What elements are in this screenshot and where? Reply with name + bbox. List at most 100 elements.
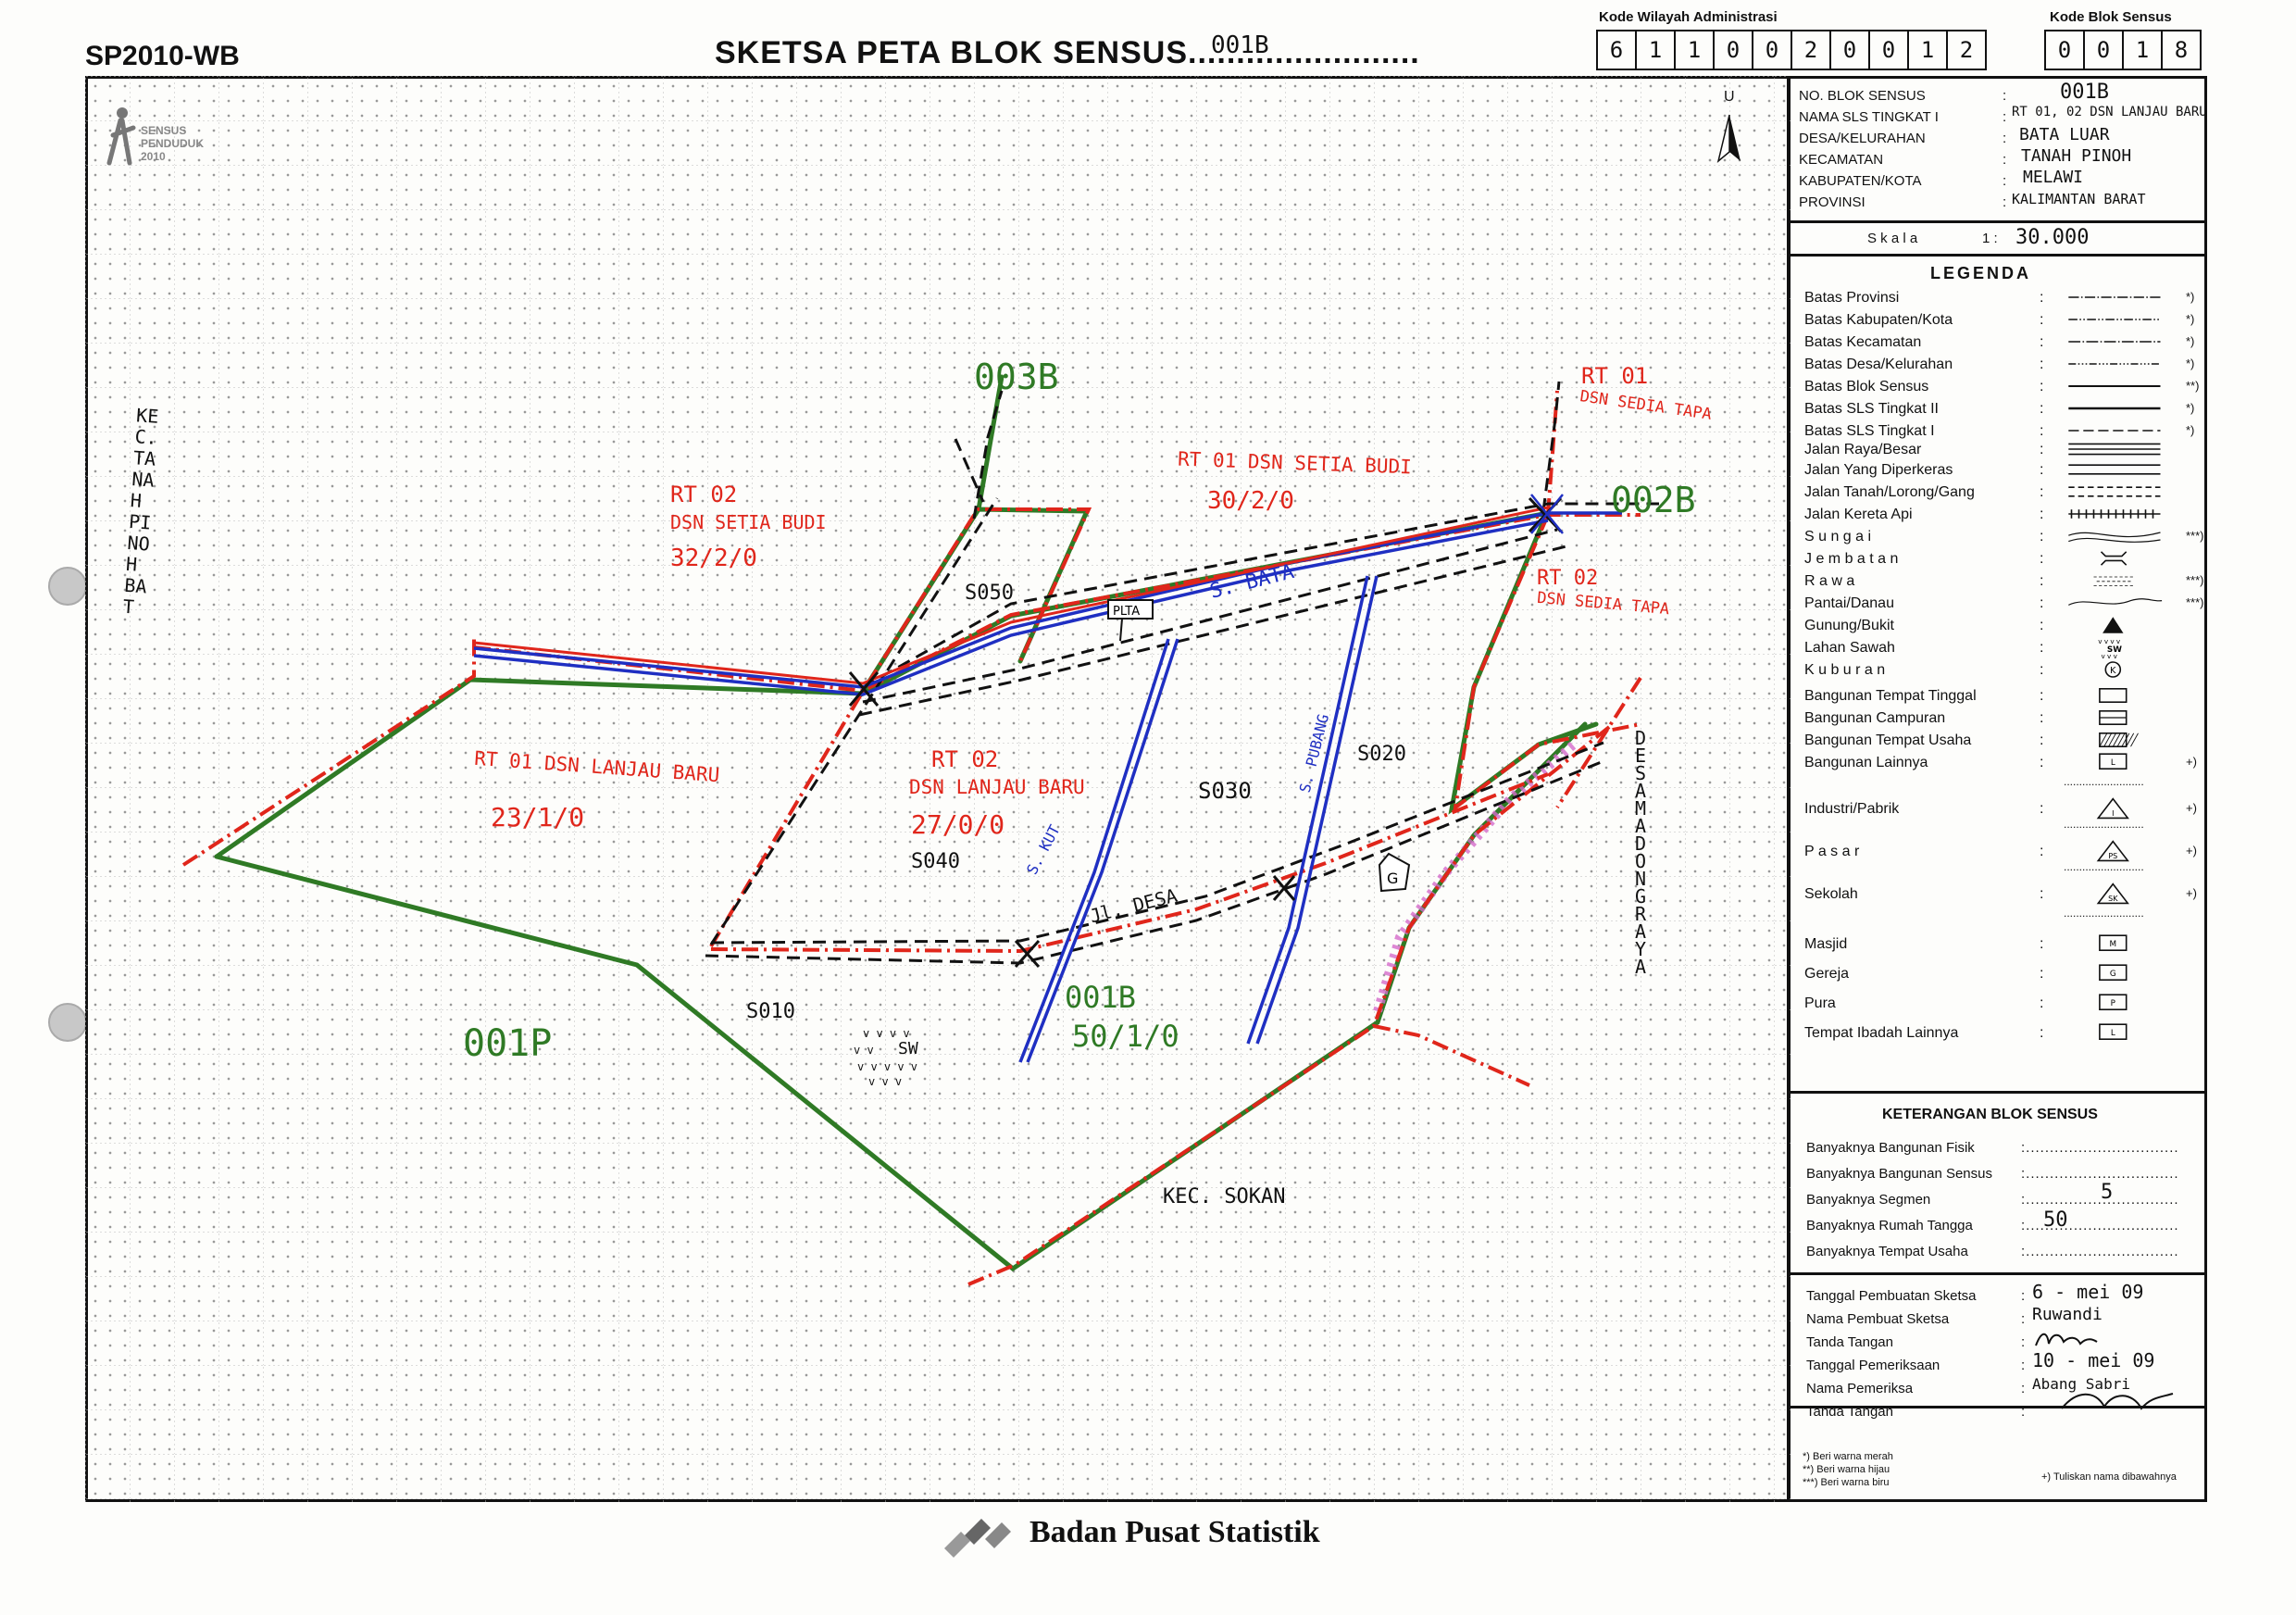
legend-colon: : [2040, 1025, 2044, 1041]
svg-text:SW: SW [2107, 645, 2122, 655]
north-label: U [1724, 89, 1735, 105]
keterangan-dots: :................................ [2021, 1140, 2179, 1156]
legend-note: +) [2186, 886, 2197, 900]
kode-blok-digit: 0 [2046, 31, 2085, 69]
legend-colon: : [2040, 640, 2044, 656]
bps-logo-icon [944, 1519, 1011, 1558]
gereja-icon: G [1378, 852, 1411, 893]
legend-symbol-rect-M: M [2099, 934, 2128, 951]
road-top-right [1541, 381, 1561, 512]
legend-colon: : [2040, 595, 2044, 611]
legend-symbol-line-solid [2068, 385, 2161, 387]
red-boundary-south [967, 722, 1615, 1286]
svg-text:SK: SK [2108, 895, 2118, 903]
keterangan-dots: :................................ [2021, 1166, 2179, 1182]
legend-symbol-swamp [2093, 576, 2134, 586]
map-label-002b: 002B [1611, 480, 1696, 520]
pembuatan-colon: : [2021, 1358, 2026, 1373]
legend-colon: : [2040, 573, 2044, 589]
legend-name-line: .......................... [2064, 818, 2144, 831]
legend-item-label: Batas Desa/Kelurahan [1804, 357, 1953, 372]
pembuatan-colon: : [2021, 1288, 2026, 1304]
sawah-label: SW [898, 1039, 918, 1058]
legend-note: *) [2186, 312, 2195, 326]
info-value-provinsi: KALIMANTAN BARAT [2012, 191, 2146, 207]
svg-text:v v v v: v v v v [863, 1027, 910, 1040]
info-label: DESA/KELURAHAN [1799, 131, 1926, 146]
legend-symbol-box-split [2099, 710, 2128, 725]
legend-colon: : [2040, 995, 2044, 1011]
kode-blok-digit: 0 [2085, 31, 2124, 69]
legend-item-label: Batas Blok Sensus [1804, 379, 1929, 394]
map-label-001b: 001B [1065, 980, 1137, 1015]
river-bata-2 [473, 519, 1549, 696]
legend-symbol-lake [2068, 598, 2163, 606]
sensus-logo-line1: SENSUS [141, 124, 187, 137]
sensus-logo-line3: 2010 [141, 150, 166, 163]
kode-wilayah-boxes: 6 1 1 0 0 2 0 0 1 2 [1596, 30, 1987, 70]
keterangan-ruta: 50 [2043, 1208, 2068, 1232]
legend-symbol-line-dashdot [2068, 296, 2161, 298]
legend-symbol-box-L: L [2099, 753, 2128, 770]
legend-colon: : [2040, 966, 2044, 982]
map-label-001b-count: 50/1/0 [1072, 1019, 1179, 1054]
junction-marks-blue [1530, 494, 1564, 534]
keterangan-title: KETERANGAN BLOK SENSUS [1882, 1107, 2098, 1122]
kode-wilayah-digit: 1 [1676, 31, 1715, 69]
legend-colon: : [2040, 312, 2044, 328]
legend-note: *) [2186, 357, 2195, 370]
pembuatan-colon: : [2021, 1334, 2026, 1350]
footnote-4: +) Tuliskan nama dibawahnya [2041, 1471, 2177, 1483]
form-title-dots: ........................ [1188, 35, 1420, 70]
scale-label: S k a l a [1867, 231, 1918, 246]
footnote-2: **) Beri warna hijau [1803, 1464, 1890, 1475]
kode-blok-digit: 1 [2124, 31, 2163, 69]
rivers [473, 511, 1622, 1063]
legend-colon: : [2040, 710, 2044, 726]
road-north-003b [972, 390, 1004, 520]
legend-item-label: Batas Kabupaten/Kota [1804, 312, 1953, 328]
river-kut [1018, 638, 1170, 1063]
legend-item-label: Sekolah [1804, 886, 1858, 902]
keterangan-label: Banyaknya Bangunan Sensus [1806, 1166, 1992, 1182]
svg-text:v v v v v: v v v v v [857, 1060, 917, 1073]
punch-hole-bottom [48, 1003, 87, 1042]
sensus-logo-line2: PENDUDUK [141, 137, 205, 150]
kode-wilayah-digit: 2 [1792, 31, 1831, 69]
legend-colon: : [2040, 844, 2044, 859]
legend-title: LEGENDA [1930, 264, 2032, 282]
legend-symbol-river [2068, 532, 2161, 543]
kode-wilayah-digit: 0 [1831, 31, 1870, 69]
legend-colon: : [2040, 662, 2044, 678]
legend-symbol-tri-I: I [2096, 797, 2129, 820]
segment-s010: S010 [746, 1000, 795, 1023]
legend-section: LEGENDA Batas Provinsi: *) Batas Kabupaten… [1790, 257, 2204, 1094]
tanggal-pemeriksaan: 10 - mei 09 [2032, 1349, 2155, 1371]
legend-note: *) [2186, 401, 2195, 415]
legend-item-label: Pantai/Danau [1804, 595, 1894, 611]
legend-item-label: Jalan Kereta Api [1804, 507, 1913, 522]
legend-item-label: Industri/Pabrik [1804, 801, 1900, 817]
map-label-rt01-setia-2: 30/2/0 [1207, 487, 1294, 515]
map-label-rt02-setia-2: DSN SETIA BUDI [670, 511, 827, 533]
svg-text:v v v v: v v v v [2098, 637, 2121, 645]
keterangan-segmen: 5 [2101, 1181, 2114, 1204]
legend-colon: : [2040, 936, 2044, 952]
info-value-kabupaten: MELAWI [2023, 168, 2084, 187]
legend-symbol-line-dashdot4 [2068, 363, 2161, 365]
legend-note: *) [2186, 423, 2195, 437]
keterangan-label: Banyaknya Segmen [1806, 1192, 1931, 1208]
map-label-rt02-setia-1: RT 02 [670, 482, 738, 507]
info-value-blok: 001B [2060, 81, 2109, 104]
river-pubang [1246, 575, 1369, 1045]
map-label-001p: 001P [463, 1022, 553, 1065]
svg-text:M: M [2110, 940, 2117, 949]
keterangan-section: KETERANGAN BLOK SENSUS Banyaknya Banguna… [1790, 1094, 2204, 1275]
keterangan-dots: :................................ [2021, 1192, 2179, 1208]
legend-item-label: Bangunan Tempat Usaha [1804, 732, 1972, 748]
svg-text:v v v: v v v [2102, 652, 2118, 658]
map-label-003b: 003B [974, 357, 1059, 397]
legend-colon: : [2040, 484, 2044, 500]
map-label-rt02-lanjau-2: DSN LANJAU BARU [909, 776, 1085, 798]
signature-pemeriksa [2061, 1393, 2174, 1410]
